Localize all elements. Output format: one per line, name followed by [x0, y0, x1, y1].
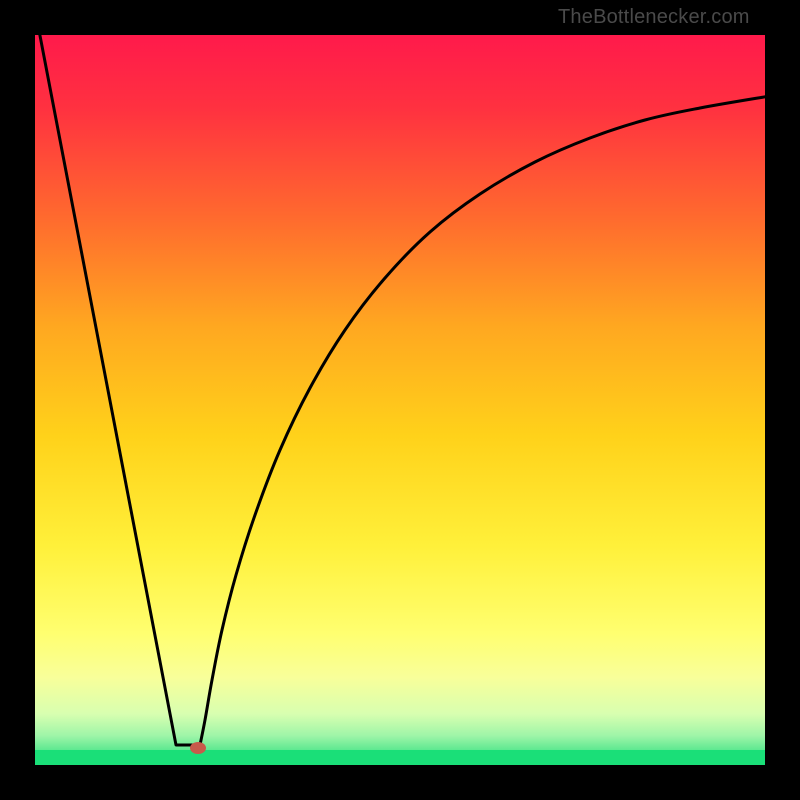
minimum-point-marker	[190, 742, 206, 754]
bottleneck-curve	[0, 0, 800, 800]
watermark-label: TheBottlenecker.com	[558, 6, 750, 29]
chart-container: TheBottlenecker.com	[0, 0, 800, 800]
